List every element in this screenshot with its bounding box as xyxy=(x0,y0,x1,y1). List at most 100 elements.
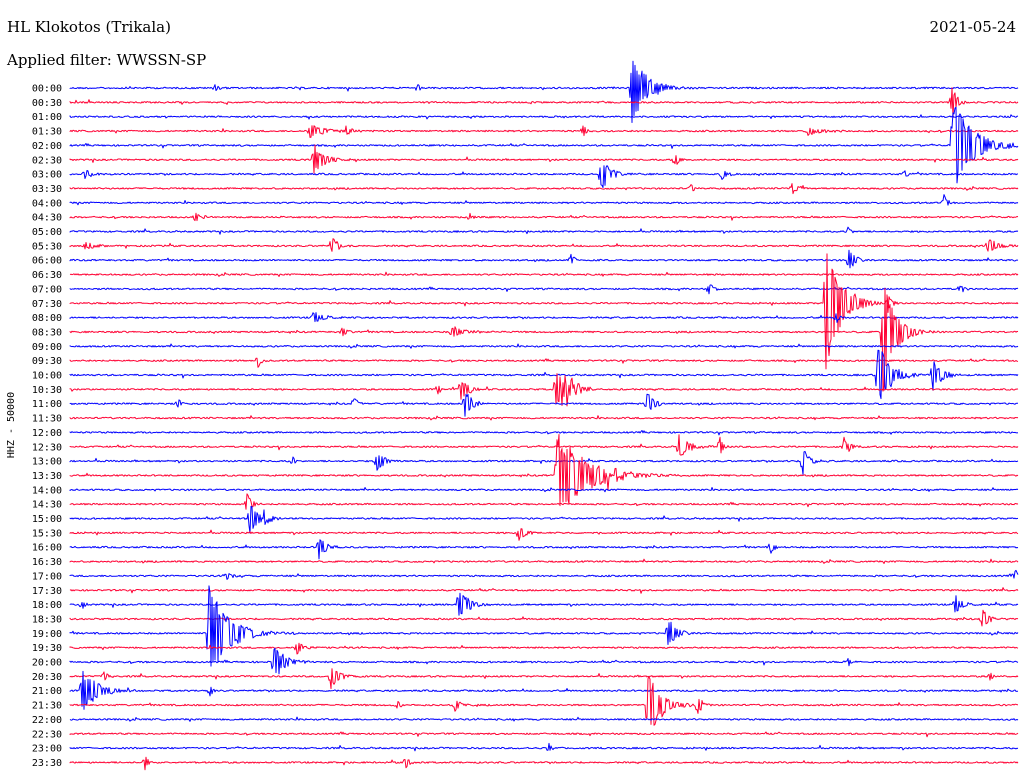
time-row-label: 14:30 xyxy=(32,500,62,511)
time-row-label: 11:00 xyxy=(32,399,62,410)
trace-line xyxy=(69,238,1019,252)
trace-line xyxy=(69,194,1019,206)
time-row-label: 17:30 xyxy=(32,586,62,597)
time-row-label: 06:00 xyxy=(32,256,62,267)
trace-line xyxy=(69,642,1019,655)
trace-line xyxy=(69,249,1019,269)
trace-line xyxy=(69,430,1019,436)
trace-line xyxy=(69,528,1019,541)
trace-line xyxy=(69,676,1018,726)
time-row-label: 21:30 xyxy=(32,701,62,712)
time-row-label: 04:30 xyxy=(32,213,62,224)
time-row-label: 21:00 xyxy=(32,686,62,697)
trace-line xyxy=(69,87,1019,118)
trace-line xyxy=(69,271,1019,277)
time-row-label: 12:00 xyxy=(32,428,62,439)
time-row-label: 05:30 xyxy=(32,241,62,252)
time-row-label: 23:00 xyxy=(32,744,62,755)
trace-line xyxy=(69,592,1019,616)
trace-line xyxy=(69,569,1019,580)
trace-line xyxy=(69,587,1019,594)
time-row-label: 02:00 xyxy=(32,141,62,152)
time-row-label: 14:00 xyxy=(32,485,62,496)
trace-line xyxy=(69,226,1019,235)
time-row-label: 00:00 xyxy=(32,84,62,95)
time-row-label: 17:00 xyxy=(32,571,62,582)
trace-line xyxy=(69,756,1019,771)
time-row-label: 10:00 xyxy=(32,371,62,382)
trace-line xyxy=(69,609,1019,627)
trace-group xyxy=(69,60,1019,771)
time-row-label: 03:00 xyxy=(32,170,62,181)
time-row-label: 13:30 xyxy=(32,471,62,482)
trace-line xyxy=(69,287,1019,392)
time-row-label: 23:30 xyxy=(32,758,62,769)
time-row-label: 01:30 xyxy=(32,127,62,138)
time-row-label: 05:00 xyxy=(32,227,62,238)
time-row-label: 20:30 xyxy=(32,672,62,683)
trace-line xyxy=(69,493,1019,510)
trace-line xyxy=(69,585,1019,667)
trace-line xyxy=(69,742,1019,752)
trace-line xyxy=(69,558,1019,564)
trace-line xyxy=(69,106,1019,184)
trace-line xyxy=(69,312,1019,323)
time-row-label: 08:30 xyxy=(32,327,62,338)
trace-line xyxy=(69,343,1019,349)
time-row-label: 04:00 xyxy=(32,198,62,209)
trace-line xyxy=(69,487,1019,493)
time-row-label: 07:30 xyxy=(32,299,62,310)
trace-line xyxy=(69,349,1019,400)
time-row-label: 16:30 xyxy=(32,557,62,568)
time-row-label: 01:00 xyxy=(32,112,62,123)
time-row-label: 15:00 xyxy=(32,514,62,525)
trace-line xyxy=(69,434,1019,456)
trace-line xyxy=(69,373,1019,407)
trace-line xyxy=(69,434,1019,507)
trace-line xyxy=(69,114,1019,120)
trace-line xyxy=(69,357,1019,368)
trace-line xyxy=(69,284,1019,295)
trace-line xyxy=(69,668,1019,690)
time-row-label: 07:00 xyxy=(32,284,62,295)
time-row-label: 20:00 xyxy=(32,658,62,669)
time-row-label: 13:00 xyxy=(32,457,62,468)
time-label-group: 00:00 00:30 01:00 01:30 02:00 02:30 03:00 03:30… xyxy=(32,84,62,769)
time-row-label: 18:00 xyxy=(32,600,62,611)
trace-line xyxy=(69,212,1019,222)
trace-line xyxy=(69,731,1019,738)
trace-line xyxy=(69,670,1019,710)
time-row-label: 02:30 xyxy=(32,155,62,166)
time-row-label: 10:30 xyxy=(32,385,62,396)
date-label: 2021-05-24 xyxy=(929,18,1016,36)
station-title: HL Klokotos (Trikala) xyxy=(7,18,171,36)
trace-line xyxy=(69,450,1019,476)
trace-line xyxy=(69,125,1019,138)
time-row-label: 11:30 xyxy=(32,414,62,425)
trace-line xyxy=(69,415,1019,421)
time-row-label: 12:30 xyxy=(32,442,62,453)
time-row-label: 22:00 xyxy=(32,715,62,726)
trace-line xyxy=(69,165,1018,189)
time-row-label: 09:30 xyxy=(32,356,62,367)
time-row-label: 16:00 xyxy=(32,543,62,554)
time-row-label: 15:30 xyxy=(32,528,62,539)
time-row-label: 19:30 xyxy=(32,643,62,654)
time-row-label: 19:00 xyxy=(32,629,62,640)
time-row-label: 00:30 xyxy=(32,98,62,109)
time-row-label: 08:00 xyxy=(32,313,62,324)
trace-line xyxy=(69,539,1019,560)
filter-label: Applied filter: WWSSN-SP xyxy=(7,51,207,69)
trace-line xyxy=(69,505,1019,534)
trace-line xyxy=(69,716,1019,722)
time-row-label: 09:00 xyxy=(32,342,62,353)
trace-line xyxy=(69,144,1019,174)
trace-line xyxy=(69,647,1019,675)
trace-line xyxy=(69,60,1019,123)
time-row-label: 18:30 xyxy=(32,614,62,625)
time-row-label: 03:30 xyxy=(32,184,62,195)
trace-line xyxy=(69,183,1019,195)
time-row-label: 06:30 xyxy=(32,270,62,281)
trace-line xyxy=(69,393,1018,417)
